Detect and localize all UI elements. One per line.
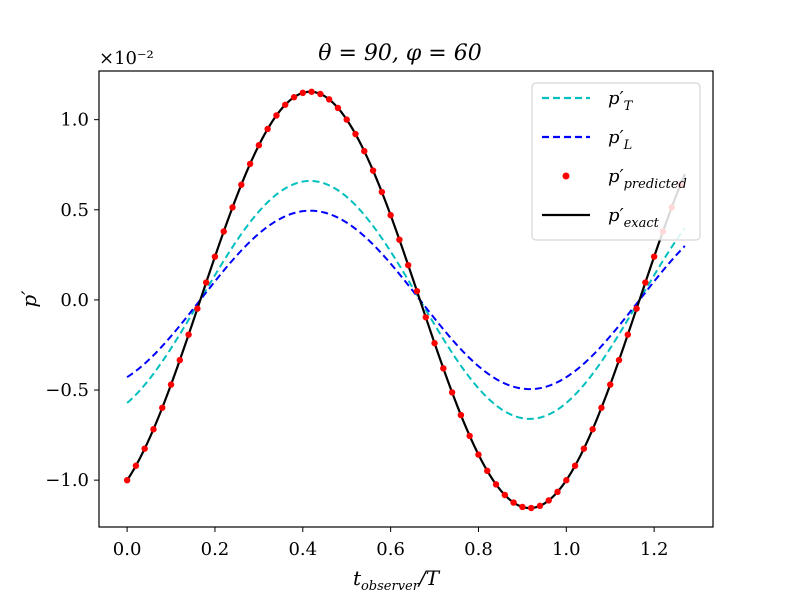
- data-point: [650, 253, 658, 260]
- data-point: [229, 204, 236, 211]
- data-point: [308, 88, 315, 95]
- data-point: [334, 104, 342, 112]
- data-point: [598, 404, 605, 411]
- x-axis-label-suffix: /T: [417, 566, 441, 590]
- x-tick-label: 1.2: [640, 539, 669, 560]
- y-axis-label-text: p′: [17, 290, 41, 308]
- data-point: [563, 477, 570, 484]
- data-point: [361, 147, 368, 155]
- series-layer: [123, 88, 686, 512]
- data-point: [492, 481, 500, 488]
- data-point: [527, 504, 535, 512]
- data-point: [325, 96, 333, 103]
- axes-frame: [98, 70, 714, 528]
- data-point: [176, 356, 184, 364]
- data-point: [123, 477, 131, 484]
- data-point: [571, 462, 579, 469]
- legend-entry: p′exact: [542, 205, 660, 231]
- x-axis-label-subscript: observer: [361, 579, 420, 594]
- x-tick-label: 0.4: [288, 539, 317, 560]
- data-point: [317, 90, 324, 98]
- data-point: [273, 112, 280, 119]
- data-point: [624, 331, 631, 338]
- data-point: [132, 462, 140, 469]
- y-tick-label: 1.0: [60, 110, 89, 131]
- data-point: [246, 160, 254, 168]
- data-point: [413, 287, 421, 295]
- data-point: [352, 130, 359, 138]
- legend-entry: p′T: [542, 88, 634, 114]
- data-point: [589, 426, 596, 433]
- data-point: [448, 389, 456, 396]
- data-point: [519, 503, 526, 511]
- data-point: [607, 381, 614, 388]
- data-point: [431, 339, 438, 347]
- legend-label: p′predicted: [608, 166, 687, 192]
- y-axis-ticks: −1.0 −0.5 0.0 0.5 1.0: [45, 110, 99, 491]
- data-point: [396, 236, 403, 243]
- data-point: [343, 116, 350, 123]
- data-point: [150, 426, 157, 433]
- data-point: [369, 167, 377, 174]
- x-tick-label: 0.6: [376, 539, 405, 560]
- data-point: [484, 467, 491, 475]
- x-axis-ticks: 0.0 0.2 0.4 0.6 0.8 1.0 1.2: [113, 527, 669, 560]
- x-tick-label: 0.0: [113, 539, 142, 560]
- data-point: [466, 432, 473, 440]
- data-point: [554, 488, 561, 496]
- legend: p′T p′L p′predicted p′exact: [531, 82, 701, 241]
- y-tick-label: −1.0: [45, 470, 89, 491]
- data-point: [475, 451, 482, 458]
- x-tick-label: 0.2: [201, 539, 230, 560]
- legend-marker: [562, 172, 570, 180]
- y-tick-label: 0.0: [60, 290, 89, 311]
- data-point: [378, 188, 386, 196]
- series-line-L: [126, 209, 686, 391]
- data-point: [141, 445, 148, 452]
- x-tick-label: 1.0: [552, 539, 581, 560]
- legend-box: [531, 82, 701, 241]
- data-point: [220, 228, 227, 235]
- data-point: [255, 142, 263, 149]
- y-tick-label: 0.5: [60, 200, 89, 221]
- data-point: [404, 261, 412, 269]
- data-point: [580, 445, 588, 452]
- data-point: [185, 331, 192, 338]
- series-line-T: [126, 179, 686, 420]
- data-point: [457, 411, 465, 419]
- data-point: [545, 497, 552, 504]
- legend-label: p′L: [608, 127, 632, 153]
- data-point: [264, 125, 271, 133]
- legend-label: p′T: [608, 88, 634, 114]
- data-point: [167, 381, 175, 388]
- data-point: [211, 253, 219, 260]
- data-point: [501, 491, 509, 499]
- data-point: [202, 279, 210, 286]
- x-tick-label: 0.8: [464, 539, 493, 560]
- data-point: [510, 499, 517, 506]
- data-point: [238, 181, 245, 188]
- series-predicted-markers: [123, 88, 684, 512]
- chart-title: θ = 90, φ = 60: [318, 41, 481, 66]
- data-point: [282, 101, 289, 108]
- data-point: [159, 404, 166, 411]
- data-point: [387, 211, 394, 219]
- data-point: [440, 365, 447, 372]
- data-point: [290, 94, 298, 101]
- y-tick-label: −0.5: [45, 380, 89, 401]
- legend-entry: p′predicted: [562, 166, 687, 192]
- data-point: [422, 314, 429, 321]
- data-point: [299, 89, 306, 97]
- legend-entry: p′L: [542, 127, 632, 153]
- data-point: [642, 279, 649, 286]
- data-point: [633, 305, 640, 312]
- data-point: [615, 356, 623, 364]
- axis-scale-label: ×10⁻²: [99, 48, 154, 69]
- data-point: [536, 502, 544, 510]
- data-point: [194, 305, 201, 312]
- y-axis-label: p′: [17, 290, 41, 308]
- legend-label: p′exact: [608, 205, 660, 231]
